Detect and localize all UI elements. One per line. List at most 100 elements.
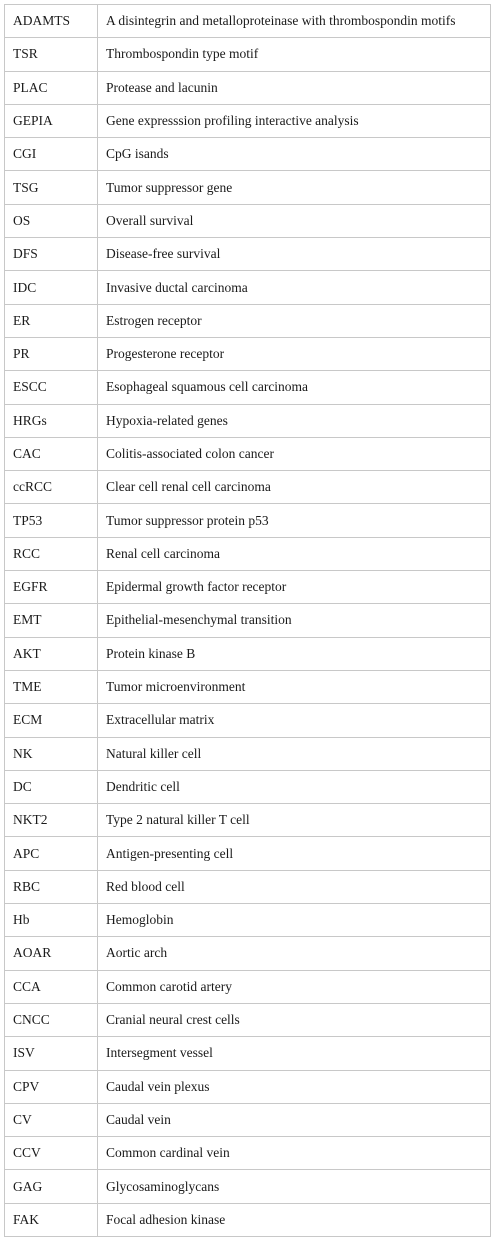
abbreviation-cell: CCA bbox=[4, 969, 98, 1004]
table-row: CNCC Cranial neural crest cells bbox=[4, 1002, 491, 1038]
abbreviation-cell: TME bbox=[4, 669, 98, 705]
abbreviation-cell: AKT bbox=[4, 636, 98, 671]
definition-cell: Tumor suppressor gene bbox=[97, 170, 491, 205]
table-row: Hb Hemoglobin bbox=[4, 903, 491, 938]
definition-cell: Estrogen receptor bbox=[97, 303, 491, 338]
definition-cell: Extracellular matrix bbox=[97, 703, 491, 738]
abbreviation-cell: NKT2 bbox=[4, 803, 98, 838]
abbreviation-cell: HRGs bbox=[4, 403, 98, 438]
abbreviation-cell: ISV bbox=[4, 1036, 98, 1071]
table-row: TME Tumor microenvironment bbox=[4, 669, 491, 705]
definition-cell: A disintegrin and metalloproteinase with… bbox=[97, 3, 491, 39]
table-row: CCV Common cardinal vein bbox=[4, 1136, 491, 1171]
table-row: AKT Protein kinase B bbox=[4, 636, 491, 671]
definition-cell: Clear cell renal cell carcinoma bbox=[97, 470, 491, 505]
definition-cell: Tumor suppressor protein p53 bbox=[97, 503, 491, 538]
abbreviation-cell: PR bbox=[4, 336, 98, 372]
table-row: NKT2 Type 2 natural killer T cell bbox=[4, 803, 491, 838]
abbreviation-cell: TP53 bbox=[4, 503, 98, 538]
abbreviation-cell: CPV bbox=[4, 1069, 98, 1104]
table-row: DC Dendritic cell bbox=[4, 769, 491, 805]
table-row: CV Caudal vein bbox=[4, 1102, 491, 1138]
abbreviation-cell: RCC bbox=[4, 536, 98, 572]
definition-cell: Cranial neural crest cells bbox=[97, 1002, 491, 1038]
table-row: EMT Epithelial-mesenchymal transition bbox=[4, 603, 491, 638]
definition-cell: Esophageal squamous cell carcinoma bbox=[97, 370, 491, 405]
abbreviation-cell: GEPIA bbox=[4, 103, 98, 139]
definition-cell: Antigen-presenting cell bbox=[97, 836, 491, 871]
definition-cell: Gene expresssion profiling interactive a… bbox=[97, 103, 491, 139]
abbreviation-cell: AOAR bbox=[4, 936, 98, 971]
definition-cell: Thrombospondin type motif bbox=[97, 37, 491, 72]
table-row: CAC Colitis-associated colon cancer bbox=[4, 436, 491, 472]
abbreviation-cell: TSR bbox=[4, 37, 98, 72]
definition-cell: Overall survival bbox=[97, 203, 491, 239]
definition-cell: Colitis-associated colon cancer bbox=[97, 436, 491, 472]
table-row: TSR Thrombospondin type motif bbox=[4, 37, 491, 72]
definition-cell: Invasive ductal carcinoma bbox=[97, 270, 491, 305]
definition-cell: Progesterone receptor bbox=[97, 336, 491, 372]
table-row: EGFR Epidermal growth factor receptor bbox=[4, 570, 491, 605]
abbreviation-cell: CCV bbox=[4, 1136, 98, 1171]
abbreviation-cell: DFS bbox=[4, 237, 98, 272]
table-row: RCC Renal cell carcinoma bbox=[4, 536, 491, 572]
abbreviation-cell: APC bbox=[4, 836, 98, 871]
table-row: APC Antigen-presenting cell bbox=[4, 836, 491, 871]
table-row: RBC Red blood cell bbox=[4, 869, 491, 905]
definition-cell: Focal adhesion kinase bbox=[97, 1202, 491, 1237]
definition-cell: Intersegment vessel bbox=[97, 1036, 491, 1071]
abbreviation-cell: ER bbox=[4, 303, 98, 338]
definition-cell: Glycosaminoglycans bbox=[97, 1169, 491, 1204]
abbreviation-cell: ADAMTS bbox=[4, 3, 98, 39]
abbreviation-cell: CV bbox=[4, 1102, 98, 1138]
abbreviation-cell: CNCC bbox=[4, 1002, 98, 1038]
definition-cell: Epithelial-mesenchymal transition bbox=[97, 603, 491, 638]
abbreviation-cell: PLAC bbox=[4, 70, 98, 105]
abbreviations-table: ADAMTS A disintegrin and metalloproteinas… bbox=[4, 3, 491, 1237]
table-row: PR Progesterone receptor bbox=[4, 336, 491, 372]
table-row: TP53 Tumor suppressor protein p53 bbox=[4, 503, 491, 538]
table-row: PLAC Protease and lacunin bbox=[4, 70, 491, 105]
table-row: FAK Focal adhesion kinase bbox=[4, 1202, 491, 1237]
table-row: ADAMTS A disintegrin and metalloproteinas… bbox=[4, 3, 491, 39]
definition-cell: Disease-free survival bbox=[97, 237, 491, 272]
abbreviation-cell: EMT bbox=[4, 603, 98, 638]
definition-cell: Tumor microenvironment bbox=[97, 669, 491, 705]
abbreviation-cell: GAG bbox=[4, 1169, 98, 1204]
table-row: HRGs Hypoxia-related genes bbox=[4, 403, 491, 438]
definition-cell: Aortic arch bbox=[97, 936, 491, 971]
table-row: ESCC Esophageal squamous cell carcinoma bbox=[4, 370, 491, 405]
table-row: ccRCC Clear cell renal cell carcinoma bbox=[4, 470, 491, 505]
definition-cell: Epidermal growth factor receptor bbox=[97, 570, 491, 605]
abbreviation-cell: ccRCC bbox=[4, 470, 98, 505]
table-row: CGI CpG isands bbox=[4, 137, 491, 172]
definition-cell: Red blood cell bbox=[97, 869, 491, 905]
table-row: ER Estrogen receptor bbox=[4, 303, 491, 338]
abbreviation-cell: DC bbox=[4, 769, 98, 805]
table-row: ECM Extracellular matrix bbox=[4, 703, 491, 738]
definition-cell: Common carotid artery bbox=[97, 969, 491, 1004]
definition-cell: Protein kinase B bbox=[97, 636, 491, 671]
abbreviation-cell: ESCC bbox=[4, 370, 98, 405]
table-row: OS Overall survival bbox=[4, 203, 491, 239]
definition-cell: Protease and lacunin bbox=[97, 70, 491, 105]
abbreviation-cell: RBC bbox=[4, 869, 98, 905]
definition-cell: Renal cell carcinoma bbox=[97, 536, 491, 572]
definition-cell: Common cardinal vein bbox=[97, 1136, 491, 1171]
table-row: IDC Invasive ductal carcinoma bbox=[4, 270, 491, 305]
definition-cell: Type 2 natural killer T cell bbox=[97, 803, 491, 838]
abbreviation-cell: NK bbox=[4, 736, 98, 771]
abbreviation-cell: EGFR bbox=[4, 570, 98, 605]
abbreviation-cell: OS bbox=[4, 203, 98, 239]
abbreviation-cell: TSG bbox=[4, 170, 98, 205]
table-row: AOAR Aortic arch bbox=[4, 936, 491, 971]
table-row: CPV Caudal vein plexus bbox=[4, 1069, 491, 1104]
abbreviation-cell: Hb bbox=[4, 903, 98, 938]
table-row: NK Natural killer cell bbox=[4, 736, 491, 771]
definition-cell: CpG isands bbox=[97, 137, 491, 172]
definition-cell: Hypoxia-related genes bbox=[97, 403, 491, 438]
table-row: CCA Common carotid artery bbox=[4, 969, 491, 1004]
table-row: GEPIA Gene expresssion profiling interact… bbox=[4, 103, 491, 139]
abbreviation-cell: FAK bbox=[4, 1202, 98, 1237]
table-row: ISV Intersegment vessel bbox=[4, 1036, 491, 1071]
